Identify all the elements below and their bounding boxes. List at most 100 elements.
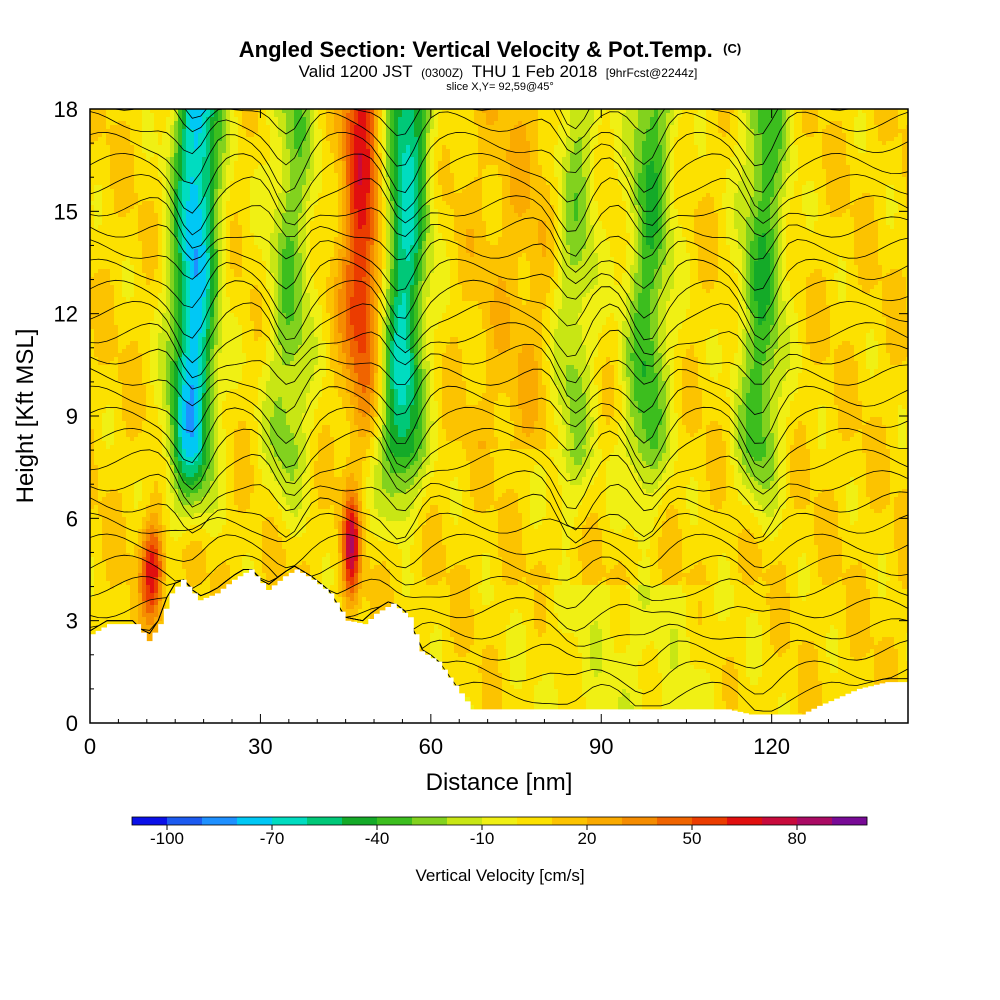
heatmap-cell [98,429,103,434]
heatmap-cell [142,469,147,474]
heatmap-cell [110,357,115,362]
heatmap-cell [178,309,183,314]
heatmap-cell [94,461,99,466]
heatmap-cell [218,209,223,214]
heatmap-cell [166,221,171,226]
heatmap-cell [142,233,147,238]
heatmap-cell [122,189,127,194]
heatmap-cell [158,373,163,378]
heatmap-cell [186,321,191,326]
heatmap-cell [126,545,131,550]
heatmap-cell [110,265,115,270]
heatmap-cell [122,121,127,126]
heatmap-cell [198,505,203,510]
heatmap-cell [114,269,119,274]
heatmap-cell [166,421,171,426]
heatmap-cell [102,349,107,354]
heatmap-cell [118,329,123,334]
heatmap-cell [102,593,107,598]
heatmap-cell [202,297,207,302]
heatmap-cell [162,309,167,314]
heatmap-cell [174,165,179,170]
heatmap-cell [126,293,131,298]
heatmap-cell [202,201,207,206]
heatmap-cell [106,289,111,294]
heatmap-cell [130,133,135,138]
heatmap-cell [186,285,191,290]
heatmap-cell [142,217,147,222]
heatmap-cell [134,441,139,446]
heatmap-cell [218,325,223,330]
heatmap-cell [190,381,195,386]
heatmap-cell [118,493,123,498]
heatmap-cell [214,117,219,122]
heatmap-cell [154,201,159,206]
heatmap-cell [198,485,203,490]
heatmap-cell [134,389,139,394]
heatmap-cell [154,249,159,254]
heatmap-cell [198,469,203,474]
heatmap-cell [154,413,159,418]
heatmap-cell [210,193,215,198]
heatmap-cell [202,173,207,178]
heatmap-cell [170,433,175,438]
heatmap-cell [130,157,135,162]
heatmap-cell [106,241,111,246]
heatmap-cell [118,513,123,518]
heatmap-cell [138,385,143,390]
heatmap-cell [114,357,119,362]
heatmap-cell [126,289,131,294]
heatmap-cell [94,305,99,310]
heatmap-cell [110,417,115,422]
heatmap-cell [186,281,191,286]
heatmap-cell [194,293,199,298]
heatmap-cell [158,333,163,338]
heatmap-cell [122,257,127,262]
heatmap-cell [98,245,103,250]
heatmap-cell [210,197,215,202]
heatmap-cell [126,241,131,246]
heatmap-cell [142,137,147,142]
heatmap-cell [146,357,151,362]
heatmap-cell [102,581,107,586]
heatmap-cell [206,145,211,150]
heatmap-cell [170,517,175,522]
heatmap-cell [142,373,147,378]
heatmap-cell [158,341,163,346]
heatmap-cell [154,125,159,130]
heatmap-cell [158,561,163,566]
heatmap-cell [110,541,115,546]
heatmap-cell [110,597,115,602]
heatmap-cell [122,369,127,374]
heatmap-cell [162,505,167,510]
heatmap-cell [142,485,147,490]
heatmap-cell [194,237,199,242]
heatmap-cell [126,473,131,478]
heatmap-cell [154,333,159,338]
heatmap-cell [94,145,99,150]
heatmap-cell [110,457,115,462]
heatmap-cell [194,345,199,350]
heatmap-cell [178,433,183,438]
heatmap-cell [106,293,111,298]
heatmap-cell [146,181,151,186]
heatmap-cell [114,117,119,122]
heatmap-cell [106,145,111,150]
heatmap-cell [138,365,143,370]
heatmap-cell [126,469,131,474]
heatmap-cell [130,501,135,506]
heatmap-cell [218,225,223,230]
heatmap-cell [186,153,191,158]
heatmap-cell [94,505,99,510]
heatmap-cell [190,413,195,418]
heatmap-cell [102,381,107,386]
heatmap-cell [130,473,135,478]
heatmap-cell [158,585,163,590]
heatmap-cell [102,481,107,486]
heatmap-cell [102,329,107,334]
heatmap-cell [126,573,131,578]
heatmap-cell [194,201,199,206]
heatmap-cell [190,293,195,298]
heatmap-cell [186,233,191,238]
heatmap-cell [130,333,135,338]
